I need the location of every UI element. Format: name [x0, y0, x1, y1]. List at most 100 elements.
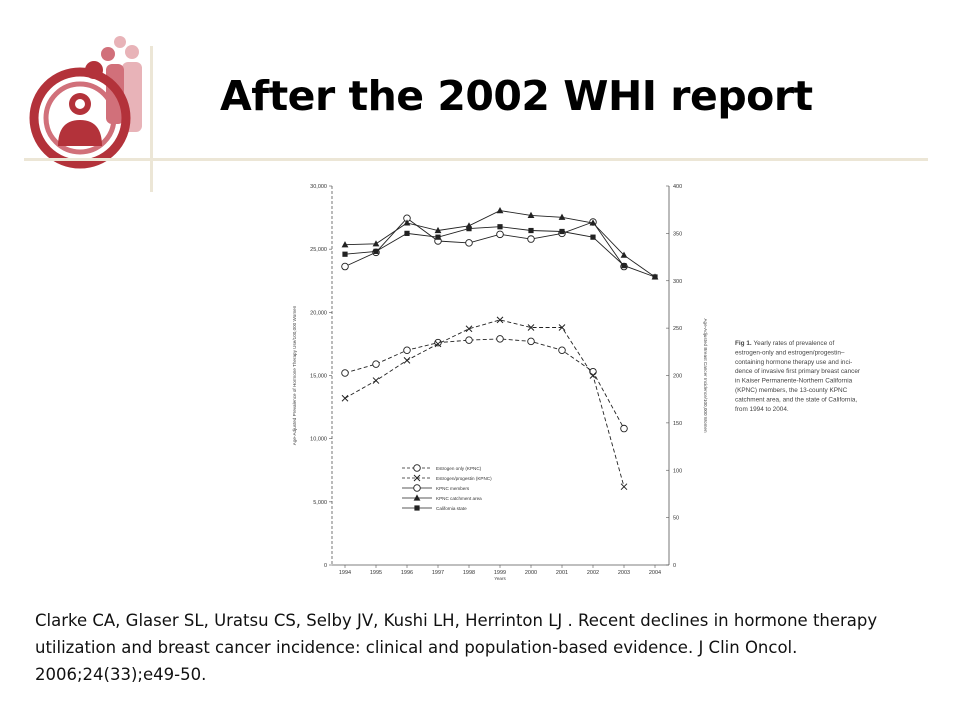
- caption-line: containing hormone therapy use and inci-: [735, 359, 852, 366]
- title-divider-horizontal: [24, 158, 928, 161]
- series-4: [342, 224, 658, 280]
- series-1: [341, 316, 628, 491]
- legend-marker: [413, 464, 421, 472]
- line-chart: 0 5,000 10,000 15,000 20,000 25,000 30,000 0 50 1…: [292, 184, 861, 581]
- legend-label: KPNC catchment area: [436, 496, 482, 501]
- caption-line: dence of invasive first primary breast c…: [735, 368, 861, 375]
- slide-title: After the 2002 WHI report: [220, 72, 813, 120]
- organization-logo: [22, 20, 154, 192]
- data-point: [652, 274, 658, 280]
- series-2: [341, 214, 628, 271]
- data-point: [341, 241, 349, 248]
- x-tick-label: 2000: [525, 570, 537, 576]
- legend-label: KPNC members: [436, 486, 470, 491]
- right-tick-label: 100: [673, 468, 682, 474]
- x-tick-label: 1999: [494, 570, 506, 576]
- data-point: [527, 211, 535, 218]
- right-tick-label: 0: [673, 563, 676, 569]
- title-divider-vertical: [150, 46, 153, 192]
- data-point: [528, 227, 534, 234]
- data-point: [558, 324, 566, 331]
- data-point: [465, 336, 473, 344]
- figure: 0 5,000 10,000 15,000 20,000 25,000 30,000 0 50 1…: [277, 168, 877, 596]
- legend: Estrogen only (KPNC) Estrogen/progestin (…: [402, 464, 492, 511]
- series-line: [344, 338, 625, 429]
- x-tick-label: 2001: [556, 570, 568, 576]
- data-point: [589, 367, 597, 376]
- x-tick-label: 1995: [370, 570, 382, 576]
- caption-line: (KPNC) members, the 13-county KPNC: [735, 387, 848, 394]
- caption-line: from 1994 to 2004.: [735, 406, 789, 413]
- data-point: [496, 335, 504, 343]
- data-point: [527, 324, 535, 331]
- citation-text: Clarke CA, Glaser SL, Uratsu CS, Selby J…: [35, 611, 878, 684]
- data-point: [620, 424, 628, 433]
- right-tick-label: 400: [673, 184, 682, 190]
- data-point: [620, 251, 628, 258]
- data-point: [558, 346, 566, 354]
- data-point: [465, 325, 473, 333]
- data-point: [496, 207, 504, 214]
- right-tick-label: 250: [673, 326, 682, 332]
- legend-label: California state: [436, 506, 467, 511]
- data-point: [496, 230, 504, 239]
- right-tick-label: 150: [673, 421, 682, 427]
- figure-caption: Fig 1. Yearly rates of prevalence of estr…: [735, 340, 861, 413]
- data-point: [434, 340, 442, 348]
- data-point: [403, 219, 411, 226]
- caption-label: Fig 1.: [735, 340, 753, 347]
- people-circle-logo-icon: [29, 36, 142, 169]
- x-tick-label: 1998: [463, 570, 475, 576]
- data-point: [341, 369, 349, 377]
- series-0: [341, 335, 628, 433]
- series-line: [344, 319, 625, 487]
- data-point: [559, 228, 565, 235]
- caption-text: Yearly rates of prevalence of: [753, 340, 834, 347]
- legend-marker: [413, 484, 421, 492]
- data-point: [341, 394, 349, 402]
- legend-marker: [414, 505, 420, 511]
- data-point: [497, 224, 503, 230]
- x-tick-label: 1997: [432, 570, 444, 576]
- data-point: [558, 213, 566, 220]
- data-point: [372, 360, 380, 368]
- x-tick-label: 2003: [618, 570, 630, 576]
- data-point: [403, 356, 411, 364]
- data-point: [435, 234, 441, 240]
- caption-line: in Kaiser Permanente-Northern California: [735, 378, 853, 385]
- data-point: [342, 251, 348, 257]
- x-axis-label: Years: [494, 576, 506, 581]
- left-axis-label: Age-Adjusted Prevalence of Hormone Thera…: [292, 305, 297, 445]
- x-tick-label: 2002: [587, 570, 599, 576]
- data-point: [434, 226, 442, 234]
- legend-label: Estrogen only (KPNC): [436, 466, 482, 471]
- data-point: [341, 262, 349, 271]
- caption-line: estrogen-only and estrogen/progestin–: [735, 349, 845, 356]
- series-line: [344, 217, 625, 267]
- x-tick-label: 1996: [401, 570, 413, 576]
- right-axis-label: Age-Adjusted Breast Cancer Incidence/100…: [703, 318, 708, 433]
- data-point: [466, 226, 472, 232]
- data-point: [589, 219, 597, 226]
- data-point: [372, 240, 380, 247]
- data-point: [404, 230, 410, 236]
- left-tick-label: 15,000: [310, 374, 327, 380]
- data-point: [372, 377, 380, 384]
- legend-label: Estrogen/progestin (KPNC): [436, 476, 492, 481]
- data-point: [590, 234, 596, 240]
- data-point: [589, 372, 597, 379]
- right-tick-label: 350: [673, 231, 682, 237]
- data-point: [527, 235, 535, 243]
- left-tick-label: 30,000: [310, 184, 327, 190]
- left-tick-label: 20,000: [310, 310, 327, 316]
- data-point: [373, 248, 379, 254]
- caption-line: catchment area, and the state of Califor…: [735, 396, 857, 403]
- left-tick-label: 10,000: [310, 437, 327, 443]
- data-point: [465, 239, 473, 247]
- left-tick-label: 5,000: [313, 500, 327, 506]
- series-layer: [341, 207, 659, 491]
- legend-marker: [413, 474, 421, 482]
- data-point: [403, 346, 411, 354]
- caption-line: Fig 1. Yearly rates of prevalence of: [735, 340, 834, 347]
- x-tick-label: 2004: [649, 570, 661, 576]
